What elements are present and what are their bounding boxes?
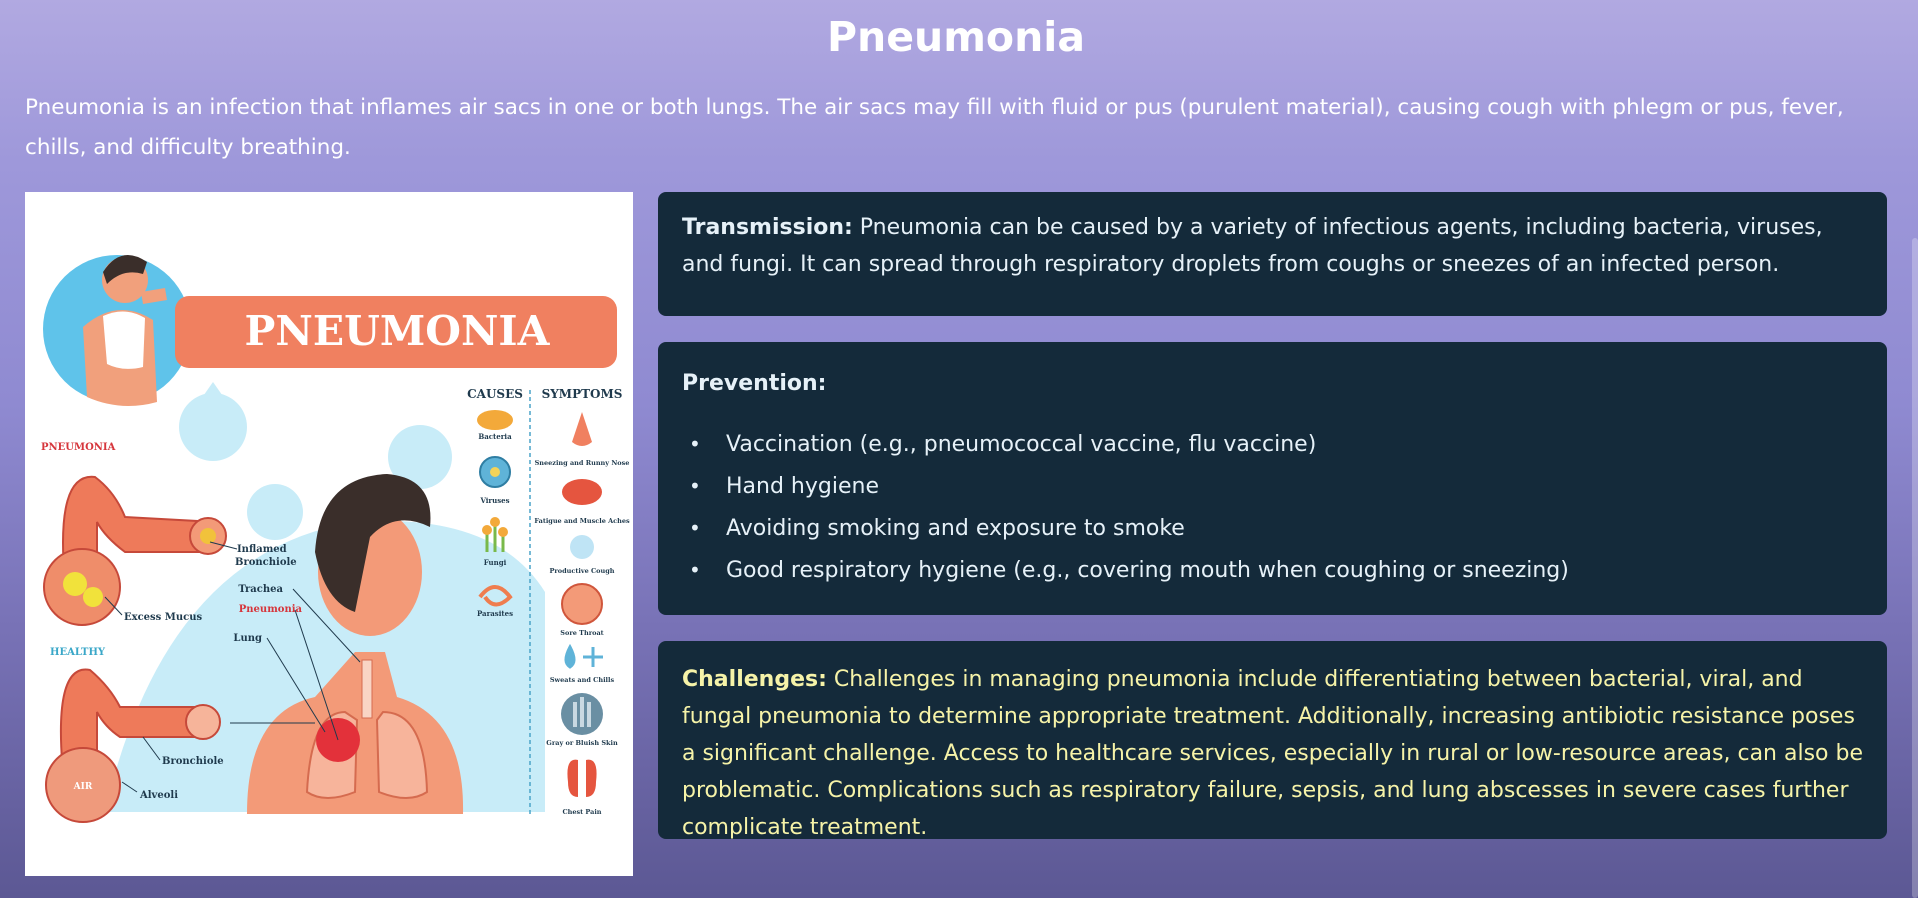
cause-label: Fungi [484, 558, 507, 567]
bullet: • [689, 431, 701, 456]
parasite-icon [478, 585, 513, 607]
bullet: • [689, 473, 701, 498]
symptom-label: Sneezing and Runny Nose [535, 459, 630, 467]
lungs-icon [567, 759, 597, 797]
trachea-label: Trachea [238, 584, 283, 595]
page-title: Pneumonia [826, 13, 1086, 61]
droplet-icon [564, 643, 603, 669]
list-item: • Avoiding smoking and exposure to smoke [682, 507, 1863, 549]
transmission-label: Transmission: [682, 215, 853, 240]
intro-paragraph: Pneumonia is an infection that inflames … [25, 95, 1844, 160]
symptom-label: Gray or Bluish Skin [546, 739, 618, 747]
prevention-card: Prevention: • Vaccination (e.g., pneumoco… [658, 342, 1887, 615]
alveoli-label: Alveoli [139, 790, 178, 801]
symptom-label: Fatigue and Muscle Aches [534, 517, 630, 525]
pneumonia-lung-label: Pneumonia [239, 604, 303, 615]
healthy-tag: HEALTHY [50, 647, 106, 658]
list-item-text: Avoiding smoking and exposure to smoke [726, 515, 1185, 541]
raindrop-shape [247, 484, 303, 540]
prevention-label: Prevention: [682, 371, 827, 396]
raindrop-shape [388, 425, 452, 489]
bullet: • [689, 557, 701, 582]
bullet: • [689, 515, 701, 540]
lung-label: Lung [233, 633, 262, 644]
transmission-card: Transmission: Pneumonia can be caused by… [658, 192, 1887, 316]
cause-label: Parasites [477, 609, 513, 618]
list-item: • Good respiratory hygiene (e.g., coverin… [682, 549, 1863, 591]
nose-icon [572, 412, 592, 446]
symptom-label: Productive Cough [549, 567, 614, 575]
cough-icon [570, 535, 594, 559]
cause-label: Viruses [479, 496, 509, 505]
list-item: • Hand hygiene [682, 465, 1863, 507]
symptoms-header: SYMPTOMS [542, 387, 623, 401]
alveoli-cluster-healthy [45, 747, 121, 823]
bacteria-icon [477, 410, 513, 430]
challenges-label: Challenges: [682, 667, 827, 692]
pneumonia-tag: PNEUMONIA [41, 442, 116, 453]
scrollbar[interactable] [1912, 238, 1918, 898]
inflamed-bronchiole [62, 475, 216, 583]
symptom-label: Sweats and Chills [550, 676, 615, 684]
cause-label: Bacteria [478, 432, 512, 441]
list-item-text: Hand hygiene [726, 473, 879, 499]
list-item: • Vaccination (e.g., pneumococcal vaccine… [682, 423, 1863, 465]
transmission-text: Pneumonia can be caused by a variety of … [682, 215, 1823, 277]
pneumonia-infographic: PNEUMONIA CAUSES SYMPTOMS Bacteria Virus… [25, 192, 633, 876]
trachea [361, 659, 373, 719]
banner [175, 296, 617, 368]
lung-left [375, 710, 429, 799]
inflamed-bronchiole-label: Bronchiole [235, 557, 297, 568]
inflamed-label: Inflamed [237, 544, 287, 555]
symptom-label: Chest Pain [562, 808, 601, 816]
challenges-text: Challenges in managing pneumonia include… [682, 667, 1863, 840]
throat-icon [561, 583, 603, 625]
list-item-text: Vaccination (e.g., pneumococcal vaccine,… [726, 431, 1317, 457]
banner-text: PNEUMONIA [245, 307, 551, 355]
challenges-card: Challenges: Challenges in managing pneum… [658, 641, 1887, 840]
list-item-text: Good respiratory hygiene (e.g., covering… [726, 557, 1569, 583]
bronchiole-label: Bronchiole [162, 756, 224, 767]
air-label: AIR [73, 782, 93, 792]
causes-header: CAUSES [467, 387, 523, 401]
muscle-icon [562, 479, 602, 505]
excess-mucus-label: Excess Mucus [124, 612, 202, 623]
symptom-label: Sore Throat [560, 629, 603, 637]
prevention-list: • Vaccination (e.g., pneumococcal vaccine… [682, 423, 1863, 591]
